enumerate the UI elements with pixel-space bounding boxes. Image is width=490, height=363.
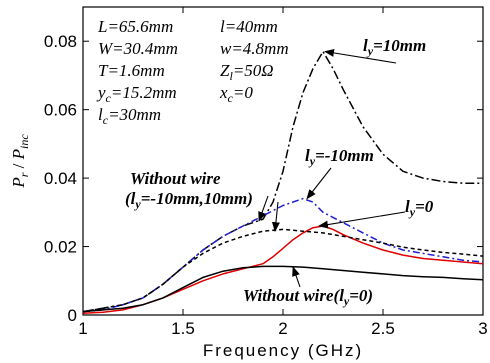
annotation-arrow — [292, 266, 301, 288]
y-tick-label: 0.08 — [44, 32, 77, 51]
y-title-inc: inc — [17, 134, 31, 149]
annotation-arrow — [258, 195, 269, 222]
series-group — [82, 50, 484, 315]
parameter-text: xc=0 — [219, 83, 253, 105]
y-axis-title: Pr / Pinc — [9, 134, 31, 189]
annotation-arrow — [318, 211, 406, 229]
series-line-5 — [82, 265, 484, 313]
x-tick-label: 3 — [478, 319, 487, 338]
y-title-sep: / — [9, 159, 28, 172]
x-tick-label: 1.5 — [171, 319, 195, 338]
y-tick-label: 0 — [68, 306, 77, 325]
series-line-2 — [82, 197, 484, 313]
annotation-label: (ly=-10mm,10mm) — [125, 189, 253, 211]
parameter-block: L=65.6mm l=40mm W=30.4mm w=4.8mm T=1.6mm Zl=5… — [96, 17, 289, 127]
parameter-text: Zl=50Ω — [220, 61, 274, 83]
annotation-group: ly=10mm ly=-10mm ly=0 Without wire(ly=-10mm… — [125, 36, 434, 308]
x-tick-label: 1 — [78, 319, 87, 338]
annotation-label: ly=-10mm — [305, 146, 374, 168]
annotation-label: ly=0 — [405, 197, 434, 219]
series-line-4 — [82, 228, 484, 313]
axis-ticks: 1 1.5 2 2.5 3 0 0.02 0.04 0.06 0.08 — [44, 7, 488, 338]
parameter-text: W=30.4mm — [98, 39, 178, 58]
x-axis-title: Frequency (GHz) — [203, 341, 363, 360]
annotation-arrow — [271, 201, 280, 233]
y-title-r: r — [17, 172, 31, 177]
x-tick-label: 2.5 — [371, 319, 395, 338]
parameter-text: yc=15.2mm — [96, 83, 177, 105]
y-tick-label: 0.02 — [44, 238, 77, 257]
annotation-arrow — [306, 167, 332, 200]
annotation-label: Without wire(ly=0) — [243, 286, 373, 308]
y-title-p2: P — [9, 149, 28, 160]
parameter-text: L=65.6mm — [97, 17, 173, 36]
y-tick-label: 0.04 — [44, 169, 77, 188]
annotation-arrow — [324, 48, 397, 64]
y-title-p: P — [9, 177, 28, 188]
y-tick-label: 0.06 — [44, 101, 77, 120]
annotation-label: ly=10mm — [363, 36, 426, 58]
parameter-text: lc=30mm — [98, 105, 161, 127]
parameter-text: w=4.8mm — [220, 39, 289, 58]
annotation-label: Without wire — [130, 169, 221, 188]
x-tick-label: 2 — [278, 319, 287, 338]
parameter-text: T=1.6mm — [98, 61, 165, 80]
parameter-text: l=40mm — [220, 17, 278, 36]
